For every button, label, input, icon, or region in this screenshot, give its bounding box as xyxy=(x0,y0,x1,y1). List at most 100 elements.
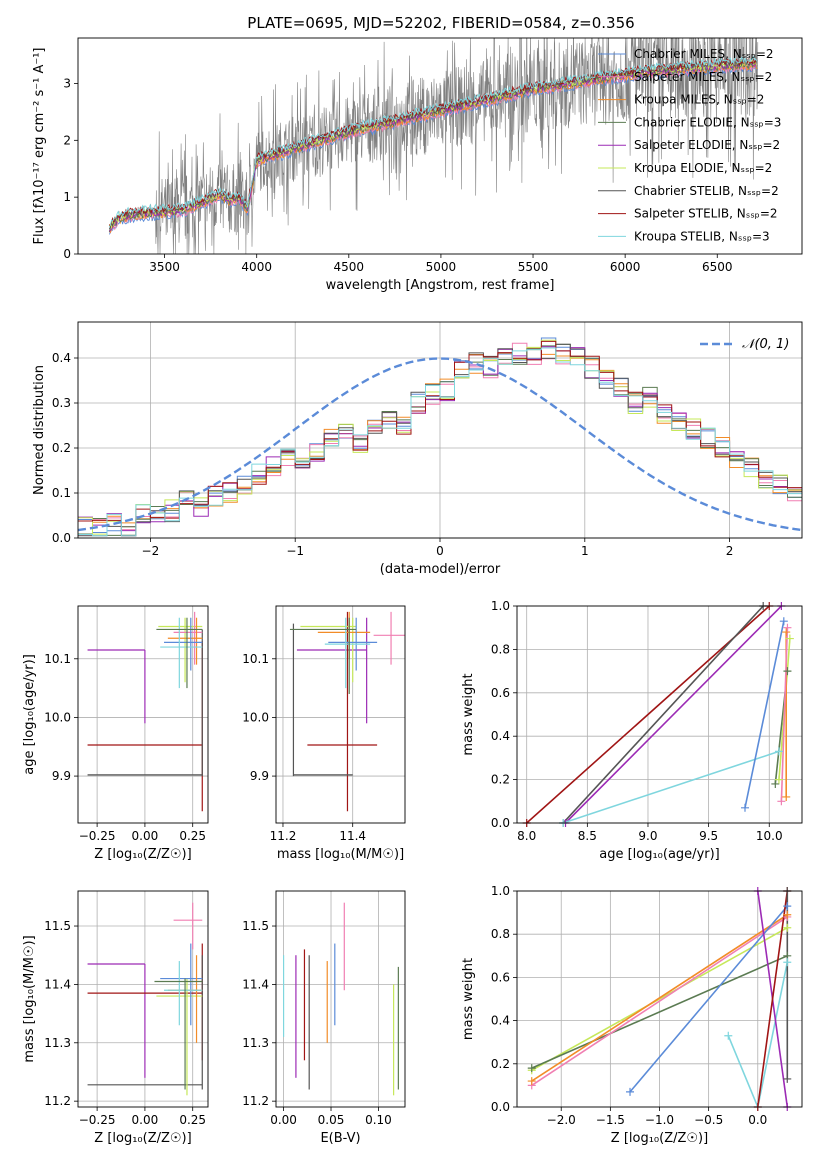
x-tick-label: −1.0 xyxy=(645,1113,674,1127)
weight-marker-kroupa_elodie xyxy=(774,775,783,784)
legend-entry-kroupa_miles: Kroupa MILES, Nₛₛₚ=2 xyxy=(634,93,764,107)
x-tick-label: 0.00 xyxy=(132,829,159,843)
weight-marker-chabrier_miles xyxy=(626,1087,635,1096)
plot-area xyxy=(282,902,399,1096)
x-tick-label: 0.05 xyxy=(318,1113,345,1127)
x-tick-label: −2.0 xyxy=(547,1113,576,1127)
weight-marker-kroupa_elodie xyxy=(783,923,792,932)
y-tick-label: 10.1 xyxy=(242,652,269,666)
y-axis-label: mass weight xyxy=(461,958,476,1040)
x-tick-label: 5000 xyxy=(426,260,457,274)
y-axis-label: mass weight xyxy=(461,673,476,755)
y-tick-label: 11.4 xyxy=(242,977,269,991)
panel-residuals: −2 −1 0 1 2 0.0 0.1 0.2 0.3 0.4 (data-model)/error… xyxy=(32,321,803,577)
x-axis-label: age [log₁₀(age/yr)] xyxy=(599,847,720,862)
x-tick-label: −0.25 xyxy=(79,1113,116,1127)
weight-line-salpeter_miles xyxy=(780,627,789,802)
legend-entry-salpeter_miles: Salpeter MILES, Nₛₛₚ=2 xyxy=(634,70,772,84)
panel-mass_weight_vs_age: 8.0 8.5 9.0 9.5 10.0 0.0 0.2 0.4 0.6 0.8 1.0 age [l… xyxy=(461,599,803,862)
plot-area xyxy=(108,38,759,254)
axes-frame xyxy=(77,890,209,1108)
x-tick-label: 0.00 xyxy=(132,1113,159,1127)
x-tick-label: 0.00 xyxy=(270,1113,297,1127)
axes-frame xyxy=(275,890,406,1108)
axes-frame xyxy=(516,605,803,824)
model-line-kroupa_stelib xyxy=(108,55,758,228)
model-line-salpeter_stelib xyxy=(108,57,757,228)
weight-line-salpeter_stelib xyxy=(757,891,789,1107)
weight-marker-chabrier_miles xyxy=(741,803,749,812)
y-axis-label: Flux [fλ10⁻¹⁷ erg cm⁻² s⁻¹ A⁻¹] xyxy=(32,48,47,245)
x-tick-label: 10.0 xyxy=(756,829,783,843)
x-tick-label: 9.5 xyxy=(699,829,718,843)
x-tick-label: 1 xyxy=(581,544,589,558)
y-tick-label: 0.2 xyxy=(491,1057,510,1071)
plot-area xyxy=(289,611,405,812)
x-tick-label: 11.4 xyxy=(339,829,366,843)
weight-marker-chabrier_stelib xyxy=(783,1074,792,1083)
data-spectrum-line xyxy=(109,38,759,254)
plot-area xyxy=(87,611,203,812)
weight-line-chabrier_miles xyxy=(629,905,788,1093)
legend-entry-kroupa_elodie: Kroupa ELODIE, Nₛₛₚ=2 xyxy=(634,161,772,175)
y-tick-label: 11.5 xyxy=(44,919,71,933)
weight-line-salpeter_elodie xyxy=(564,606,782,823)
x-tick-label: 4000 xyxy=(241,260,272,274)
x-axis-label: Z [log₁₀(Z/Z☉)] xyxy=(94,847,191,862)
weight-line-salpeter_miles xyxy=(531,916,788,1087)
x-tick-label: −0.5 xyxy=(694,1113,723,1127)
weight-marker-kroupa_miles xyxy=(527,1077,536,1086)
plot-area xyxy=(531,891,789,1107)
x-tick-label: 6500 xyxy=(702,260,733,274)
weight-marker-kroupa_stelib xyxy=(783,958,792,967)
legend-entry-salpeter_elodie: Salpeter ELODIE, Nₛₛₚ=2 xyxy=(634,138,780,152)
x-tick-label: −1 xyxy=(286,544,304,558)
y-tick-label: 0.8 xyxy=(491,642,510,656)
weight-marker-chabrier_miles xyxy=(779,617,788,626)
y-tick-label: 11.2 xyxy=(242,1094,269,1108)
y-axis-label: mass [log₁₀(M/M☉)] xyxy=(22,935,37,1062)
x-tick-label: 11.2 xyxy=(270,829,297,843)
y-tick-label: 0.3 xyxy=(52,396,71,410)
y-tick-label: 1 xyxy=(63,190,71,204)
weight-marker-chabrier_elodie xyxy=(527,1064,536,1073)
legend-entry-chabrier_stelib: Chabrier STELIB, Nₛₛₚ=2 xyxy=(634,184,779,198)
panel-age_vs_Z: −0.25 0.00 0.25 9.9 10.0 10.1 Z [log₁₀(Z/Z☉)] a… xyxy=(22,605,209,862)
axes-frame xyxy=(77,321,803,539)
weight-line-kroupa_miles xyxy=(531,914,788,1082)
grid xyxy=(78,891,208,1107)
weight-marker-salpeter_miles xyxy=(777,797,786,806)
x-axis-label: Z [log₁₀(Z/Z☉)] xyxy=(94,1131,191,1146)
x-tick-label: 6000 xyxy=(610,260,641,274)
x-tick-label: 3500 xyxy=(149,260,180,274)
legend-entry-normal: 𝒩(0, 1) xyxy=(742,337,789,352)
histogram-step-salpeter_elodie xyxy=(78,346,802,532)
x-axis-label: E(B-V) xyxy=(320,1131,360,1146)
panel-spectrum: 3500 4000 4500 5000 5500 6000 6500 0 1 2 3 waveleng… xyxy=(32,37,803,293)
y-tick-label: 0.8 xyxy=(491,927,510,941)
y-tick-label: 0.0 xyxy=(52,531,71,545)
y-tick-label: 0.6 xyxy=(491,970,510,984)
y-tick-label: 0.6 xyxy=(491,686,510,700)
plot-area xyxy=(78,337,802,537)
y-tick-label: 0.2 xyxy=(52,441,71,455)
y-tick-label: 0 xyxy=(63,247,71,261)
y-tick-label: 10.1 xyxy=(44,652,71,666)
x-tick-label: 4500 xyxy=(334,260,365,274)
weight-marker-kroupa_elodie xyxy=(785,634,794,643)
y-tick-label: 0.4 xyxy=(52,351,71,365)
y-axis-label: Normed distribution xyxy=(32,365,47,495)
panel-mass_weight_vs_Z: −2.0 −1.5 −1.0 −0.5 0.0 0.0 0.2 0.4 0.6 0.8 1.0 Z [… xyxy=(461,884,803,1146)
grid xyxy=(276,606,405,823)
plot-area xyxy=(87,902,203,1096)
y-tick-label: 0.0 xyxy=(491,816,510,830)
weight-marker-kroupa_miles xyxy=(783,910,792,919)
axes-frame xyxy=(275,605,406,824)
histogram-step-chabrier_elodie xyxy=(78,343,802,536)
grid xyxy=(276,891,405,1107)
weight-line-chabrier_miles xyxy=(744,621,785,808)
y-tick-label: 10.0 xyxy=(44,710,71,724)
y-tick-label: 0.1 xyxy=(52,486,71,500)
legend-entry-chabrier_elodie: Chabrier ELODIE, Nₛₛₚ=3 xyxy=(634,115,781,129)
y-tick-label: 11.3 xyxy=(242,1036,269,1050)
